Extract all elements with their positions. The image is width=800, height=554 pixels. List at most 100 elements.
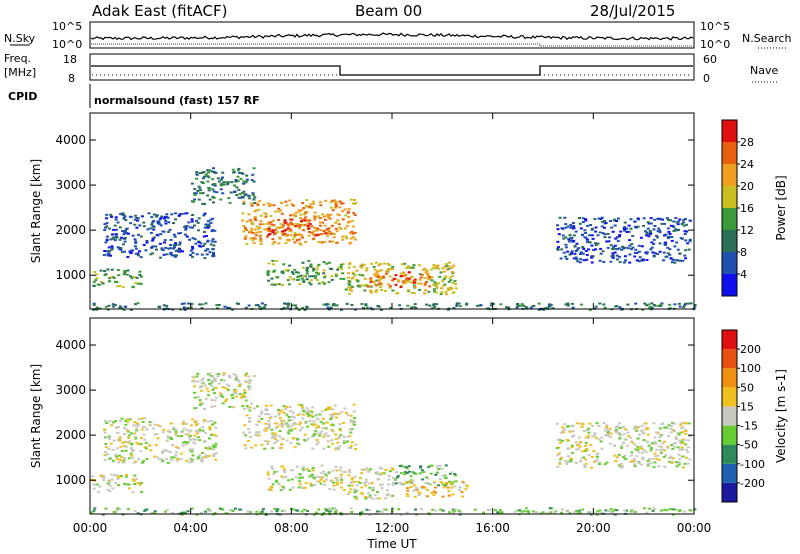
data-cell	[291, 278, 295, 281]
data-cell	[305, 223, 309, 226]
data-cell	[587, 434, 591, 437]
data-cell	[640, 245, 644, 248]
data-cell	[190, 220, 194, 223]
data-cell	[315, 271, 319, 274]
data-cell	[348, 288, 352, 291]
data-cell	[316, 233, 320, 236]
data-cell	[354, 202, 358, 204]
data-cell	[645, 231, 649, 234]
data-cell	[250, 446, 254, 449]
data-cell	[251, 173, 255, 176]
data-cell	[323, 224, 327, 227]
data-cell	[114, 233, 118, 236]
data-cell	[524, 306, 528, 309]
data-cell	[669, 257, 673, 260]
data-cell	[318, 413, 322, 416]
data-cell	[193, 192, 196, 195]
data-cell	[196, 372, 200, 375]
data-cell	[235, 186, 239, 189]
data-cell	[293, 427, 297, 430]
x-tick-label: 16:00	[475, 521, 510, 535]
data-cell	[166, 461, 170, 464]
data-cell	[249, 402, 253, 405]
data-cell	[332, 303, 336, 305]
data-cell	[194, 242, 198, 245]
data-cell	[578, 436, 581, 439]
data-cell	[376, 275, 380, 278]
data-cell	[292, 225, 296, 227]
data-cell	[123, 441, 126, 444]
data-cell	[331, 209, 335, 212]
data-cell	[260, 510, 264, 513]
data-cell	[584, 444, 588, 447]
data-cell	[200, 379, 204, 382]
data-cell	[450, 287, 454, 290]
data-cell	[286, 227, 290, 230]
data-cell	[556, 228, 560, 231]
data-cell	[418, 278, 422, 281]
data-cell	[118, 437, 122, 440]
data-cell	[268, 203, 272, 206]
data-cell	[274, 422, 278, 425]
data-cell	[331, 507, 335, 510]
data-cell	[191, 454, 195, 457]
data-cell	[275, 231, 279, 234]
data-cell	[195, 407, 199, 409]
data-cell	[399, 286, 403, 288]
data-cell	[669, 219, 673, 222]
data-cell	[584, 441, 588, 444]
data-cell	[286, 279, 290, 282]
data-cell	[399, 275, 403, 278]
data-cell	[319, 472, 323, 475]
data-cell	[568, 253, 572, 256]
colorbar-swatch	[722, 444, 737, 464]
data-cell	[223, 305, 227, 308]
data-cell	[626, 247, 630, 250]
data-cell	[297, 223, 300, 226]
data-cell	[486, 508, 490, 511]
data-cell	[676, 248, 680, 251]
data-cell	[95, 277, 99, 280]
data-cell	[388, 286, 392, 289]
data-cell	[611, 256, 615, 259]
data-cell	[180, 213, 184, 215]
data-cell	[114, 474, 118, 477]
data-cell	[200, 511, 203, 514]
data-cell	[359, 477, 363, 480]
data-cell	[348, 283, 352, 286]
data-cell	[556, 240, 560, 243]
data-cell	[570, 446, 574, 449]
data-cell	[151, 252, 155, 255]
data-cell	[621, 465, 624, 468]
data-cell	[629, 248, 633, 251]
data-cell	[334, 221, 338, 224]
data-cell	[210, 399, 214, 402]
data-cell	[500, 511, 504, 514]
data-cell	[586, 511, 590, 514]
data-cell	[673, 445, 677, 448]
data-cell	[390, 467, 394, 470]
data-cell	[184, 441, 187, 443]
data-cell	[206, 194, 210, 197]
data-cell	[228, 376, 232, 379]
data-cell	[173, 246, 177, 249]
data-cell	[334, 203, 338, 206]
data-cell	[211, 247, 215, 250]
data-cell	[639, 236, 643, 239]
data-cell	[693, 306, 697, 309]
data-cell	[237, 188, 241, 191]
data-cell	[266, 229, 270, 232]
data-cell	[277, 483, 281, 486]
data-cell	[410, 292, 414, 294]
data-cell	[620, 444, 624, 447]
data-cell	[103, 454, 107, 457]
data-cell	[236, 379, 240, 382]
data-cell	[628, 253, 632, 256]
data-cell	[646, 227, 650, 230]
data-cell	[634, 448, 638, 451]
data-cell	[573, 252, 577, 255]
data-cell	[669, 431, 673, 434]
data-cell	[316, 265, 320, 268]
data-cell	[326, 408, 330, 411]
data-cell	[172, 456, 176, 459]
